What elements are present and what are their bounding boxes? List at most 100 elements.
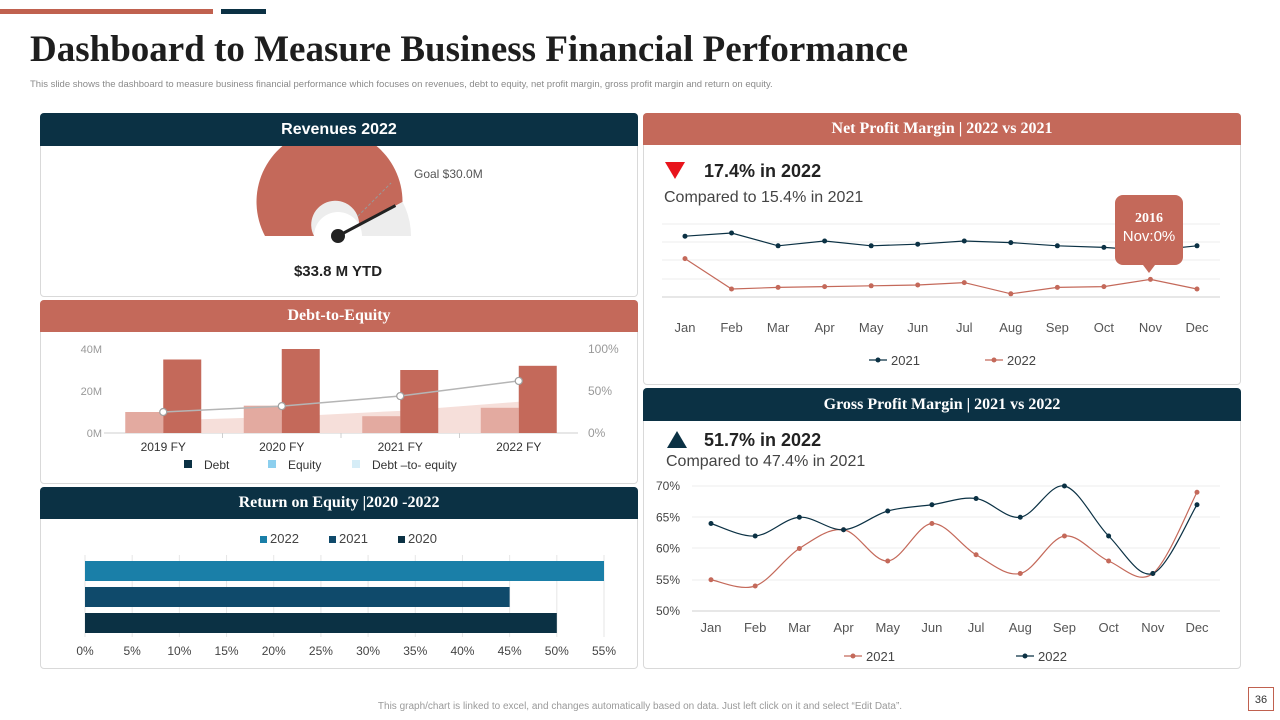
gp-point-2022 [1061, 483, 1067, 489]
gp-point-2022 [973, 496, 979, 501]
gp-x-tick: Feb [744, 620, 766, 635]
revenues-panel: Revenues 2022 Goal $30.0M $33.8 M YTD [40, 113, 638, 297]
roe-bar-2020 [85, 613, 557, 633]
roe-legend-swatch [260, 536, 267, 543]
debt-bar [281, 349, 320, 433]
debt-equity-category-label: 2020 FY [259, 440, 304, 454]
debt-equity-left-tick: 40M [81, 344, 102, 356]
net-profit-heading: Net Profit Margin | 2022 vs 2021 [643, 113, 1241, 145]
debt-equity-right-tick: 50% [588, 384, 612, 398]
debt-equity-left-tick: 20M [81, 386, 102, 398]
debt-bar [518, 365, 557, 433]
np-point-2021 [729, 230, 735, 236]
gp-point-2021 [1194, 489, 1200, 495]
gp-point-2022 [1017, 514, 1023, 520]
np-x-tick: Jan [675, 320, 696, 335]
gauge-fill [256, 146, 403, 236]
gp-point-2021 [1061, 533, 1067, 539]
equity-bar [243, 405, 282, 433]
tooltip-pointer [1143, 265, 1155, 273]
gauge-goal-label: Goal $30.0M [414, 167, 483, 181]
roe-x-tick: 45% [498, 644, 522, 658]
tooltip-title: 2016 [1135, 211, 1163, 226]
roe-bar-2021 [85, 587, 510, 607]
debt-equity-legend-swatch [184, 460, 192, 468]
top-accent-bar-rust [0, 9, 213, 14]
debt-equity-ratio-area [163, 401, 519, 433]
np-point-2022 [1008, 291, 1014, 297]
debt-equity-panel: Debt-to-Equity 2019 FY 2020 FY 2021 FY 2022… [40, 300, 638, 484]
gp-x-tick: Jun [921, 620, 942, 635]
np-x-tick: Apr [815, 320, 836, 335]
debt-equity-category-label: 2021 FY [378, 440, 423, 454]
np-x-tick: Mar [767, 320, 790, 335]
np-point-2022 [775, 284, 781, 290]
np-point-2022 [1147, 276, 1153, 282]
np-point-2022 [822, 284, 828, 290]
gp-point-2022 [752, 533, 758, 539]
gp-x-tick: Jul [968, 620, 985, 635]
gp-legend-marker [850, 653, 856, 659]
roe-x-tick: 35% [403, 644, 427, 658]
debt-to-equity-point [277, 402, 286, 411]
roe-x-tick: 50% [545, 644, 569, 658]
gp-point-2021 [796, 546, 802, 551]
gp-x-tick: Aug [1009, 620, 1032, 635]
np-point-2022 [868, 283, 874, 289]
roe-x-tick: 20% [262, 644, 286, 658]
debt-to-equity-point [514, 376, 523, 386]
up-triangle-icon [667, 431, 687, 448]
roe-chart: 2022 2021 2020 0% 5% 10% 15% 20% 25% 30% 35% 40% 45… [76, 531, 616, 658]
np-point-2022 [915, 282, 921, 288]
gp-point-2022 [885, 508, 891, 514]
gauge-needle [337, 204, 397, 238]
gauge-ytd-label: $33.8 M YTD [294, 263, 382, 280]
debt-equity-right-tick: 0% [588, 426, 606, 440]
np-point-2022 [682, 256, 688, 262]
np-x-tick: Feb [720, 320, 742, 335]
gauge-needle-hub [331, 229, 345, 243]
np-legend-label: 2021 [891, 353, 920, 368]
debt-to-equity-line [163, 380, 519, 413]
debt-bar [400, 370, 439, 433]
gp-legend-marker [1022, 653, 1028, 659]
np-point-2022 [961, 280, 967, 286]
np-x-tick: Nov [1139, 320, 1163, 335]
np-point-2021 [1008, 240, 1014, 246]
debt-equity-legend-swatch [268, 460, 276, 468]
gp-line-2021 [710, 491, 1198, 588]
gp-x-tick: Oct [1099, 620, 1120, 635]
roe-bar-2022 [85, 561, 604, 581]
roe-legend-label: 2022 [270, 531, 299, 546]
roe-x-tick: 25% [309, 644, 333, 658]
gp-y-tick: 55% [656, 573, 680, 587]
gp-point-2021 [885, 558, 891, 564]
np-x-tick: Dec [1185, 320, 1209, 335]
np-legend-marker [875, 357, 881, 363]
roe-heading: Return on Equity |2020 -2022 [40, 487, 638, 519]
gp-y-tick: 70% [656, 479, 680, 493]
np-point-2021 [1194, 243, 1200, 249]
tooltip-value: Nov:0% [1122, 228, 1176, 245]
np-point-2021 [775, 243, 781, 249]
gp-y-tick: 50% [656, 604, 680, 618]
equity-bar [480, 407, 519, 433]
top-accent-bar-navy [221, 9, 266, 14]
debt-equity-legend-label: Debt –to- equity [372, 458, 457, 472]
roe-x-tick: 30% [356, 644, 380, 658]
gp-x-tick: Dec [1185, 620, 1209, 635]
np-point-2021 [915, 241, 921, 247]
net-profit-panel: Net Profit Margin | 2022 vs 2021 17.4% i… [643, 113, 1241, 385]
net-profit-compare: Compared to 15.4% in 2021 [664, 189, 864, 206]
debt-equity-left-tick: 0M [87, 428, 102, 440]
footer-note: This graph/chart is linked to excel, and… [377, 701, 903, 712]
roe-x-tick: 10% [167, 644, 191, 658]
debt-bar [163, 359, 202, 433]
gp-x-tick: Jan [701, 620, 722, 635]
gp-point-2022 [1150, 571, 1156, 576]
net-profit-kpi: 17.4% in 2022 [704, 161, 822, 181]
debt-equity-category-label: 2019 FY [141, 440, 186, 454]
gross-profit-chart: 50% 55% 60% 65% 70% Jan Feb Mar Apr May Jun Jul Aug S… [656, 479, 1220, 664]
gross-profit-heading: Gross Profit Margin | 2021 vs 2022 [643, 388, 1241, 421]
roe-legend-label: 2020 [408, 531, 437, 546]
